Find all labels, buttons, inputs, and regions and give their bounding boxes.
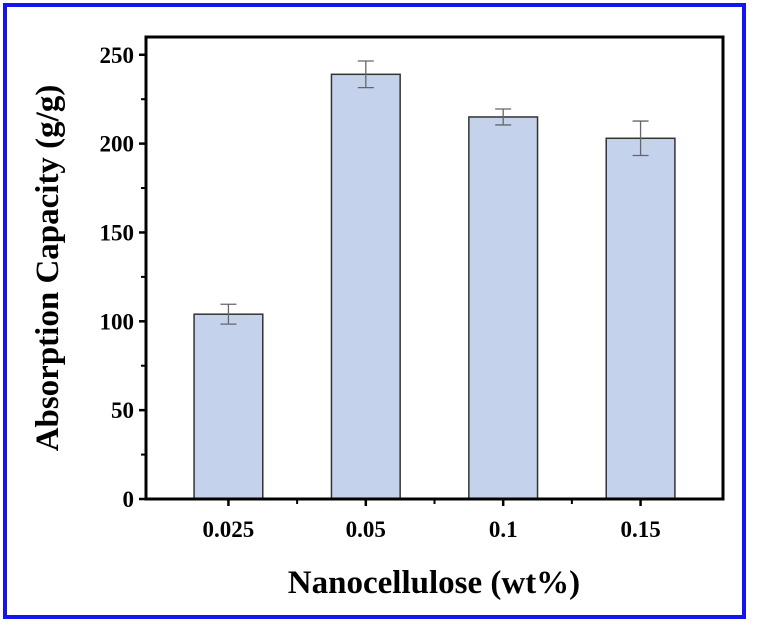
bar: [468, 116, 539, 500]
x-tick-label: 0.1: [489, 517, 518, 542]
bar: [193, 313, 264, 500]
y-tick-label: 150: [100, 220, 135, 245]
error-bar: [632, 120, 649, 157]
y-tick-label: 100: [100, 309, 135, 334]
y-tick-label: 250: [100, 43, 135, 68]
x-tick-label: 0.15: [620, 517, 660, 542]
x-tick-label: 0.025: [203, 517, 255, 542]
error-bar: [357, 60, 374, 89]
y-axis-label: Absorption Capacity (g/g): [30, 85, 66, 452]
bar: [605, 137, 676, 500]
y-tick-label: 0: [123, 487, 135, 512]
error-bar: [220, 303, 237, 325]
y-tick-label: 50: [111, 398, 134, 423]
error-bar: [495, 108, 512, 126]
figure-border: [3, 3, 746, 619]
x-axis-label: Nanocellulose (wt%): [288, 565, 580, 601]
bar: [330, 73, 401, 500]
plot-frame: [144, 35, 725, 501]
y-tick-label: 200: [100, 132, 135, 157]
x-tick-label: 0.05: [346, 517, 386, 542]
